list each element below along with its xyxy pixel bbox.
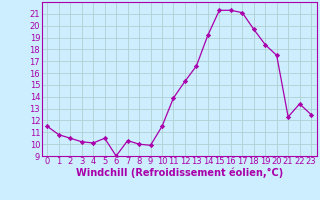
X-axis label: Windchill (Refroidissement éolien,°C): Windchill (Refroidissement éolien,°C) bbox=[76, 168, 283, 178]
